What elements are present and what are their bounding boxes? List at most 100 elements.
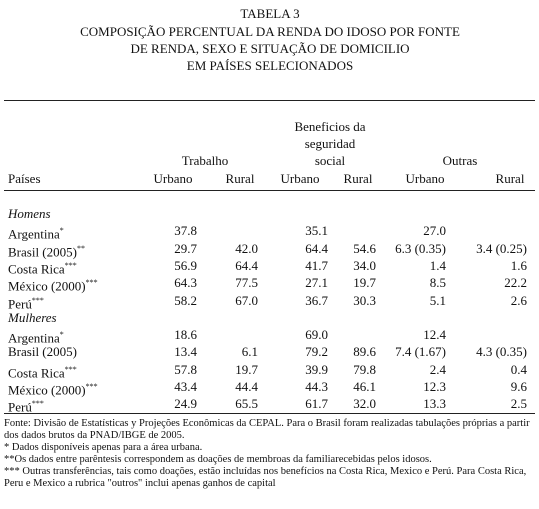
country: Argentina* [8,327,64,345]
cell: 8.5 [429,275,446,291]
cell: 22.2 [504,275,527,291]
group-header: social [314,153,346,168]
cell: 9.6 [510,379,527,394]
cell: 58.2 [174,292,197,308]
cell: 1.6 [510,257,527,273]
cell: 54.6 [353,240,376,256]
cell: 24.9 [174,396,197,412]
country: México (2000)*** [8,379,98,397]
sub-header: Rural [495,171,525,186]
cell: 13.3 [423,396,446,412]
cell: 6.1 [241,344,258,360]
cell: 65.5 [235,396,258,412]
cell: 6.3 (0.35) [395,240,446,256]
cell: 2.4 [429,361,446,377]
cell: 5.1 [429,292,446,308]
cell: 2.6 [510,292,527,308]
group-header: seguridad [304,136,356,151]
country: Brasil (2005)** [8,241,85,259]
sub-header: Rural [343,171,373,186]
sub-header: Urbano [280,171,320,186]
country: Costa Rica*** [8,362,77,380]
cell: 42.0 [235,240,258,256]
group-header: Trabalho [181,153,229,168]
group-header: Outras [442,153,478,168]
cell: 19.7 [353,275,376,291]
sub-header: Rural [225,171,255,186]
cell: 1.4 [429,257,446,273]
cell: 64.4 [235,257,258,273]
footnote: **Os dados entre parêntesis correspondem… [4,454,432,465]
cell: 13.4 [174,344,197,360]
country-name: Costa Rica [8,261,65,277]
country: Perú*** [8,293,44,311]
footnotes: Fonte: Divisão de Estatísticas y Projeçõ… [4,418,534,490]
note-marker: *** [85,382,98,391]
cell: 30.3 [353,292,376,308]
country-header: Países [8,171,41,186]
cell: 69.0 [305,327,328,343]
cell: 0.4 [510,361,527,377]
cell: 79.8 [353,361,376,377]
country: Argentina* [8,223,64,241]
table-title: EM PAÍSES SELECIONADOS [186,58,354,73]
bottom-rule [4,413,535,414]
country-name: México (2000) [8,382,86,398]
table-label: TABELA 3 [240,6,300,21]
country: Costa Rica*** [8,258,77,276]
cell: 57.8 [174,361,197,377]
note-marker: *** [31,295,44,305]
country: Perú*** [8,396,44,414]
cell: 19.7 [235,361,258,377]
section-title: Homens [8,206,51,221]
sub-header: Urbano [405,171,445,186]
country-name: Argentina [8,226,60,242]
cell: 64.3 [174,275,197,291]
cell: 18.6 [174,327,197,343]
header-rule [4,190,535,191]
note-marker: *** [31,399,44,409]
note-marker: *** [64,364,77,374]
cell: 2.5 [510,396,527,412]
cell: 61.7 [305,396,328,412]
note-marker: * [59,226,64,236]
cell: 89.6 [353,344,376,360]
cell: 4.3 (0.35) [476,344,527,360]
cell: 67.0 [235,292,258,308]
note-marker: *** [64,260,77,270]
group-header: Beneficios da [294,119,366,134]
cell: 43.4 [174,379,197,394]
country: México (2000)*** [8,275,98,293]
sub-header: Urbano [153,171,193,186]
cell: 44.3 [305,379,328,394]
cell: 56.9 [174,257,197,273]
country-name: Perú [8,399,32,415]
cell: 27.0 [423,223,446,239]
cell: 79.2 [305,344,328,360]
cell: 12.4 [423,327,446,343]
footnote: * Dados disponíveis apenas para a área u… [4,442,203,453]
cell: 32.0 [353,396,376,412]
note-marker: *** [85,278,98,288]
cell: 41.7 [305,257,328,273]
top-rule [4,100,535,101]
cell: 12.3 [423,379,446,394]
cell: 37.8 [174,223,197,239]
country-name: Perú [8,295,32,311]
cell: 64.4 [305,240,328,256]
country-name: México (2000) [8,278,86,294]
country-name: Costa Rica [8,365,65,381]
cell: 39.9 [305,361,328,377]
cell: 36.7 [305,292,328,308]
cell: 77.5 [235,275,258,291]
cell: 29.7 [174,240,197,256]
country: Brasil (2005) [8,344,77,359]
cell: 7.4 (1.67) [395,344,446,360]
cell: 46.1 [353,379,376,394]
footnote: Fonte: Divisão de Estatísticas y Projeçõ… [4,418,530,441]
country-name: Argentina [8,330,60,346]
cell: 27.1 [305,275,328,291]
note-marker: * [59,330,64,340]
cell: 35.1 [305,223,328,239]
